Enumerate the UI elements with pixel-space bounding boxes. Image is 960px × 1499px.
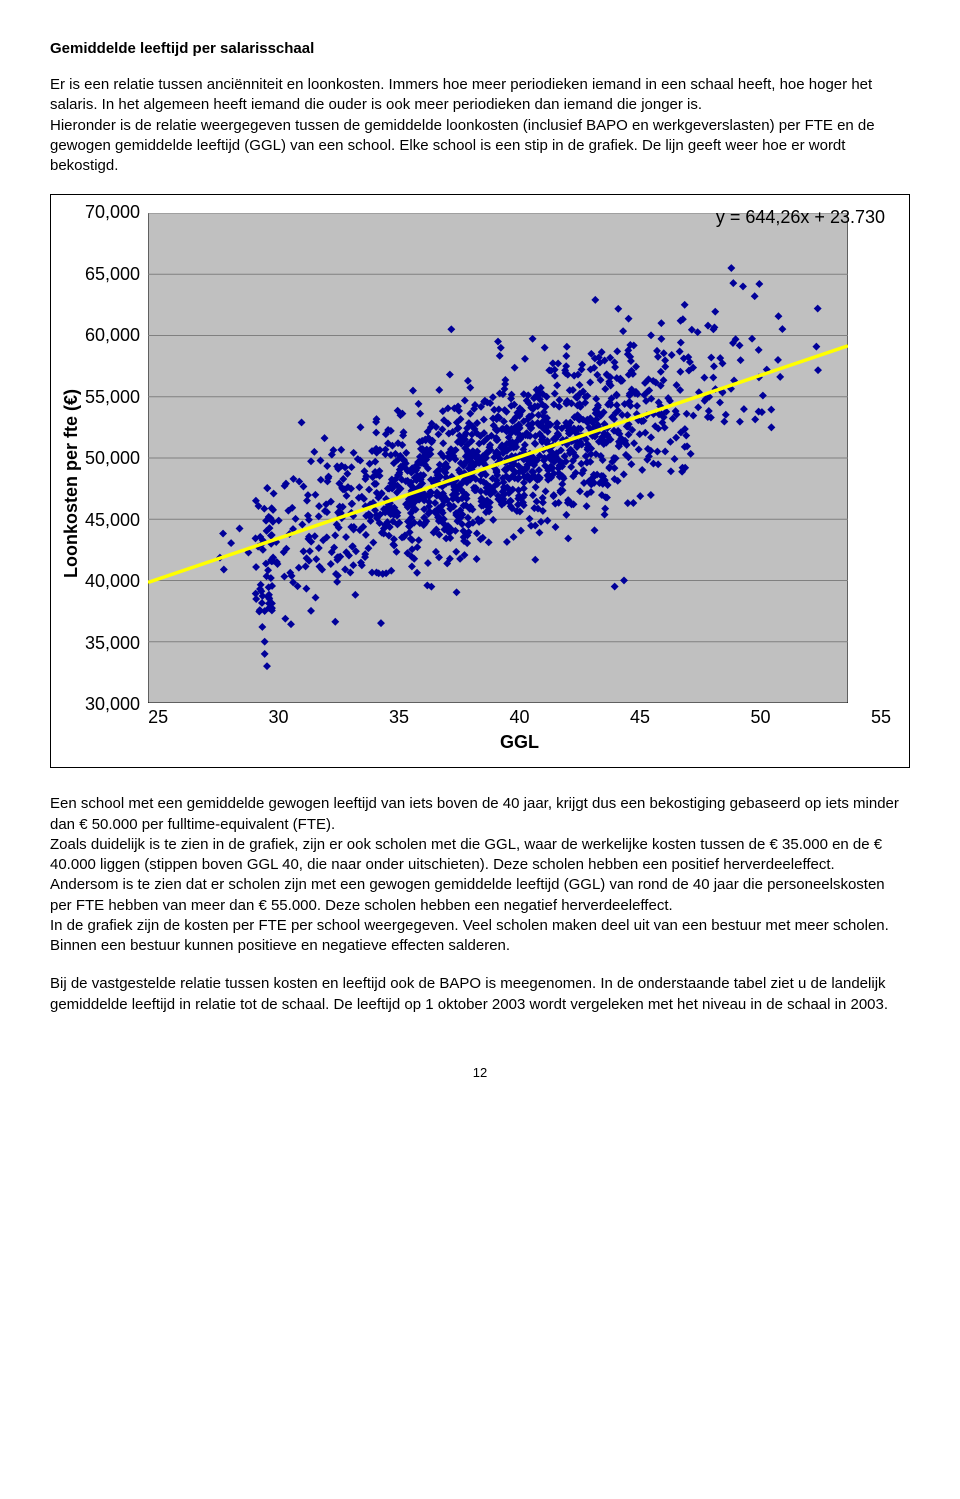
y-tick-label: 45,000 (85, 511, 140, 529)
x-tick-label: 40 (510, 707, 530, 728)
x-axis-ticks: 25 30 35 40 45 50 55 (148, 707, 891, 728)
y-axis-ticks: 70,000 65,000 60,000 55,000 50,000 45,000 40,0… (85, 203, 148, 713)
y-tick-label: 55,000 (85, 388, 140, 406)
paragraph-7: Bij de vastgestelde relatie tussen koste… (50, 974, 910, 1015)
page-number: 12 (50, 1065, 910, 1080)
x-axis-label: GGL (148, 732, 891, 753)
y-tick-label: 40,000 (85, 572, 140, 590)
x-tick-label: 50 (750, 707, 770, 728)
x-tick-label: 35 (389, 707, 409, 728)
plot-area (148, 213, 848, 703)
scatter-chart: y = 644,26x + 23.730 Loonkosten per fte … (50, 194, 910, 768)
x-tick-label: 25 (148, 707, 168, 728)
y-tick-label: 70,000 (85, 203, 140, 221)
paragraph-1: Er is een relatie tussen anciënniteit en… (50, 75, 910, 176)
y-tick-label: 30,000 (85, 695, 140, 713)
y-axis-label: Loonkosten per fte (€) (61, 389, 82, 578)
trend-equation: y = 644,26x + 23.730 (716, 207, 885, 228)
paragraph-3: Een school met een gemiddelde gewogen le… (50, 794, 910, 956)
x-tick-label: 55 (871, 707, 891, 728)
y-tick-label: 65,000 (85, 265, 140, 283)
x-tick-label: 30 (269, 707, 289, 728)
y-tick-label: 35,000 (85, 634, 140, 652)
y-tick-label: 50,000 (85, 449, 140, 467)
page-title: Gemiddelde leeftijd per salarisschaal (50, 40, 910, 57)
y-tick-label: 60,000 (85, 326, 140, 344)
x-tick-label: 45 (630, 707, 650, 728)
